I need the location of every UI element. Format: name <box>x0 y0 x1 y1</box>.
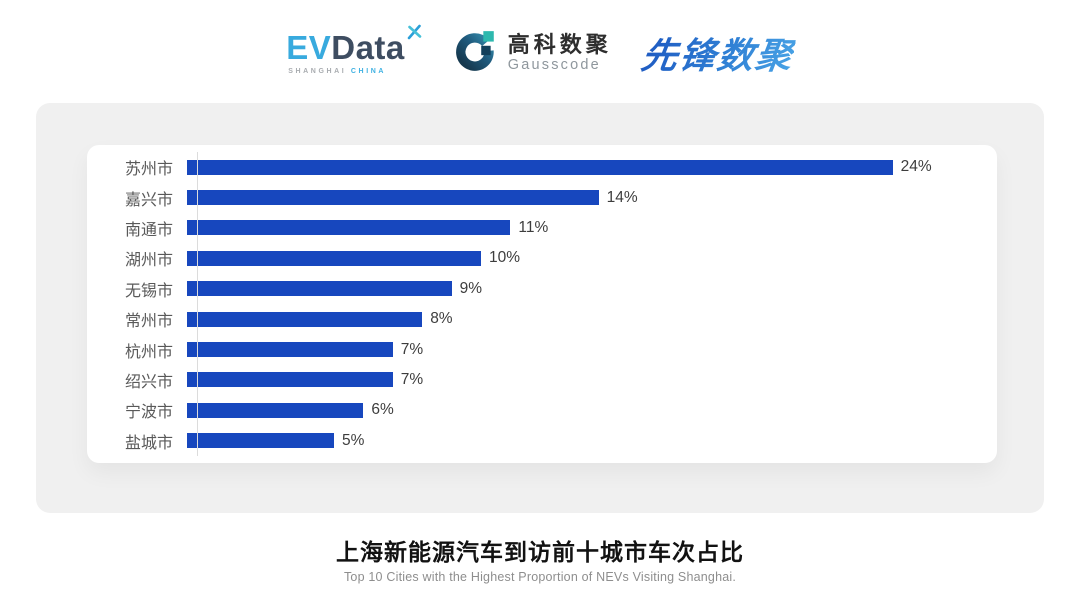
gausscode-cn-text: 高科数聚 <box>507 31 612 57</box>
bar-track: 8% <box>185 310 997 328</box>
chart-rows: 苏州市 24% 嘉兴市 14% 南通市 11% 湖州市 10% 无锡市 9% 常州市 8% 杭州市 7% 绍… <box>87 152 997 456</box>
chart-row: 南通市 11% <box>87 213 997 243</box>
bar-track: 7% <box>185 341 997 359</box>
bar-track: 24% <box>185 158 997 176</box>
value-label: 9% <box>459 279 482 297</box>
bar-track: 5% <box>185 432 997 450</box>
bar <box>187 372 393 388</box>
evdata-data-text: Data <box>331 29 405 66</box>
chart-row: 嘉兴市 14% <box>87 182 997 212</box>
city-label: 宁波市 <box>124 404 173 422</box>
chart-subtitle: Top 10 Cities with the Highest Proportio… <box>343 570 737 584</box>
city-label: 南通市 <box>124 221 173 239</box>
bar-chart: 苏州市 24% 嘉兴市 14% 南通市 11% 湖州市 10% 无锡市 9% 常州市 8% 杭州市 7% 绍… <box>87 152 997 456</box>
bar-track: 11% <box>185 219 997 237</box>
bar-track: 10% <box>185 249 997 267</box>
evdata-logo: EV Data SHANGHAI CHINA <box>286 24 423 75</box>
bar-track: 14% <box>185 189 997 207</box>
evdata-subtext: SHANGHAI CHINA <box>286 68 423 75</box>
evdata-shanghai-text: SHANGHAI <box>288 68 347 75</box>
value-label: 5% <box>342 431 365 449</box>
value-label: 7% <box>400 340 424 358</box>
city-label: 湖州市 <box>124 252 173 270</box>
logo-bar: EV Data SHANGHAI CHINA <box>0 22 1080 84</box>
pioneer-logo: 先锋数聚 <box>638 27 797 79</box>
chart-row: 常州市 8% <box>87 304 997 334</box>
city-label: 苏州市 <box>124 161 173 179</box>
gausscode-text: 高科数聚 Gausscode <box>508 33 612 73</box>
bar <box>187 342 393 358</box>
value-label: 24% <box>900 158 932 176</box>
bar <box>187 433 334 449</box>
evdata-ev-text: EV <box>286 29 332 66</box>
bar-track: 6% <box>185 401 997 419</box>
evdata-x-icon <box>406 24 423 45</box>
chart-row: 苏州市 24% <box>87 152 997 182</box>
chart-panel: 苏州市 24% 嘉兴市 14% 南通市 11% 湖州市 10% 无锡市 9% 常州市 8% 杭州市 7% 绍… <box>36 103 1044 513</box>
bar <box>187 402 364 418</box>
evdata-china-text: CHINA <box>350 68 387 75</box>
y-axis-line <box>197 152 198 456</box>
city-label: 绍兴市 <box>124 373 173 391</box>
gausscode-en-text: Gausscode <box>507 56 601 73</box>
value-label: 7% <box>400 370 424 388</box>
chart-row: 湖州市 10% <box>87 243 997 273</box>
chart-row: 绍兴市 7% <box>87 365 997 395</box>
bar <box>187 190 599 206</box>
chart-row: 杭州市 7% <box>87 334 997 364</box>
value-label: 10% <box>489 249 521 267</box>
chart-card: 苏州市 24% 嘉兴市 14% 南通市 11% 湖州市 10% 无锡市 9% 常州市 8% 杭州市 7% 绍… <box>87 145 997 463</box>
value-label: 8% <box>430 310 453 328</box>
city-label: 嘉兴市 <box>124 191 173 209</box>
bar <box>187 311 423 327</box>
chart-row: 无锡市 9% <box>87 274 997 304</box>
city-label: 杭州市 <box>124 343 173 361</box>
gausscode-logo: 高科数聚 Gausscode <box>453 28 612 79</box>
value-label: 14% <box>606 188 638 206</box>
value-label: 6% <box>371 401 394 419</box>
city-label: 盐城市 <box>124 434 173 452</box>
bar <box>187 159 893 175</box>
bar <box>187 250 481 266</box>
gausscode-g-icon <box>453 28 499 79</box>
chart-row: 宁波市 6% <box>87 395 997 425</box>
chart-row: 盐城市 5% <box>87 426 997 456</box>
bar-track: 9% <box>185 280 997 298</box>
bar-track: 7% <box>185 371 997 389</box>
evdata-wordmark: EV Data <box>286 24 423 66</box>
city-label: 常州市 <box>124 313 173 331</box>
chart-title: 上海新能源汽车到访前十城市车次占比 <box>336 539 744 565</box>
city-label: 无锡市 <box>124 282 173 300</box>
value-label: 11% <box>518 218 549 236</box>
bar <box>187 281 452 297</box>
bar <box>187 220 511 236</box>
